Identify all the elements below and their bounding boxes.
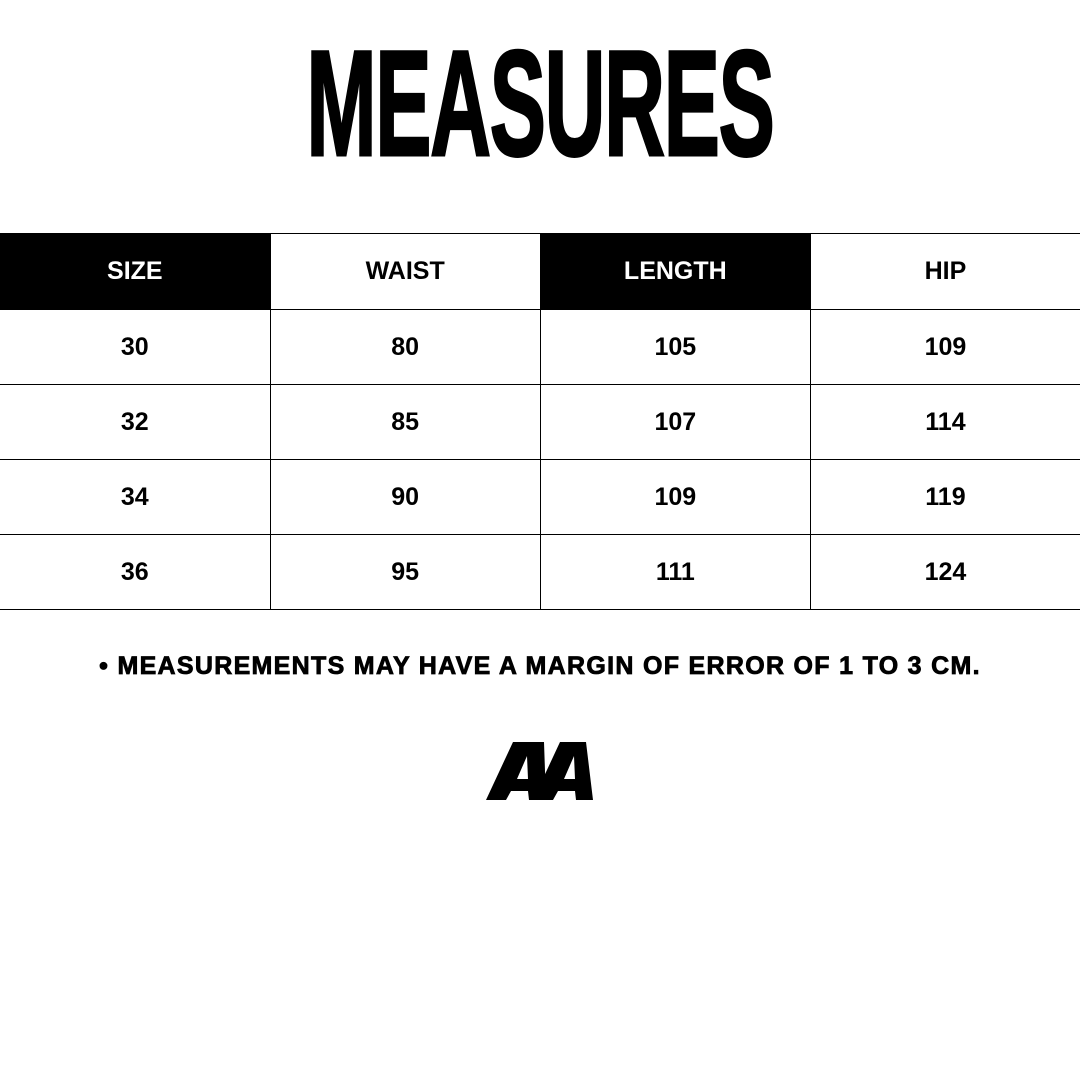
- cell-waist: 90: [269, 459, 541, 535]
- cell-size: 32: [0, 384, 271, 460]
- cell-waist: 85: [269, 384, 541, 460]
- cell-hip: 124: [809, 534, 1080, 610]
- cell-waist: 80: [269, 309, 541, 385]
- table-row: 34 90 109 119: [0, 459, 1080, 535]
- cell-hip: 114: [809, 384, 1080, 460]
- header-hip: HIP: [809, 233, 1080, 310]
- cell-size: 30: [0, 309, 271, 385]
- header-length: LENGTH: [539, 233, 811, 310]
- table-row: 30 80 105 109: [0, 309, 1080, 385]
- aa-logo: [486, 742, 593, 800]
- table-row: 32 85 107 114: [0, 384, 1080, 460]
- margin-of-error-note: • MEASUREMENTS MAY HAVE A MARGIN OF ERRO…: [99, 652, 981, 681]
- header-size: SIZE: [0, 233, 271, 310]
- size-table: SIZE WAIST LENGTH HIP 30 80 105 109 32 8…: [0, 233, 1080, 610]
- cell-length: 107: [539, 384, 811, 460]
- cell-size: 36: [0, 534, 271, 610]
- cell-waist: 95: [269, 534, 541, 610]
- cell-hip: 119: [809, 459, 1080, 535]
- cell-length: 109: [539, 459, 811, 535]
- cell-hip: 109: [809, 309, 1080, 385]
- cell-length: 111: [539, 534, 811, 610]
- table-header-row: SIZE WAIST LENGTH HIP: [0, 233, 1080, 310]
- page-title: MEASURES: [0, 18, 1080, 189]
- cell-size: 34: [0, 459, 271, 535]
- cell-length: 105: [539, 309, 811, 385]
- title-text: MEASURES: [306, 18, 776, 189]
- table-row: 36 95 111 124: [0, 534, 1080, 610]
- header-waist: WAIST: [269, 233, 541, 310]
